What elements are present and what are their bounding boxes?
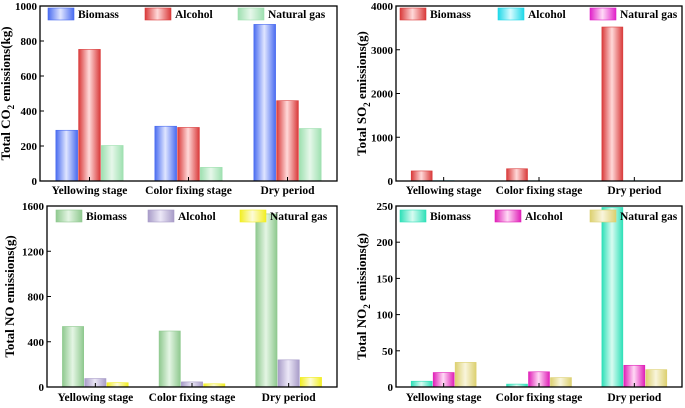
bar-alcohol-2 [177, 127, 200, 182]
bar-biomass-1 [62, 326, 85, 388]
legend-swatch [589, 209, 617, 223]
bar-natural-gas-3 [645, 369, 668, 388]
bar-alcohol-3 [277, 359, 300, 388]
y-tick-label: 0 [388, 176, 394, 188]
bar-alcohol-3 [276, 100, 299, 182]
bar-alcohol-1 [78, 49, 101, 182]
bar-biomass-2 [506, 168, 528, 182]
y-tick-label: 100 [377, 310, 394, 322]
y-tick-label: 250 [377, 201, 394, 213]
x-tick-label: Color fixing stage [145, 185, 232, 197]
y-tick-label: 400 [28, 337, 45, 349]
y-tick-label: 0 [39, 382, 45, 394]
x-tick-label: Dry period [607, 392, 662, 404]
bar-natural-gas-2 [200, 167, 223, 182]
legend-swatch [147, 209, 175, 223]
y-tick-label: 0 [388, 382, 394, 394]
y-tick-label: 0 [32, 176, 38, 188]
x-tick-label: Yellowing stage [57, 392, 133, 404]
x-tick-label: Color fixing stage [149, 392, 236, 404]
x-tick-label: Color fixing stage [496, 185, 583, 197]
legend-swatch [55, 209, 83, 223]
y-tick-label: 1000 [371, 132, 394, 144]
y-axis-label: Total SO2 emissions(g) [354, 31, 372, 156]
y-tick-label: 3000 [371, 45, 394, 57]
legend-label: Alcohol [178, 211, 216, 223]
y-tick-label: 200 [377, 237, 394, 249]
legend-label: Alcohol [175, 9, 213, 21]
axes-frame [395, 205, 683, 388]
y-tick-label: 4000 [371, 1, 394, 13]
x-tick-label: Dry period [607, 185, 662, 197]
legend-swatch [399, 209, 427, 223]
y-tick-label: 200 [21, 141, 38, 153]
bar-biomass-1 [55, 129, 78, 182]
legend-label: Alcohol [528, 9, 566, 21]
legend-label: Natural gas [620, 9, 678, 21]
legend-label: Biomass [78, 9, 119, 21]
legend-swatch [399, 7, 427, 21]
legend-swatch [497, 7, 525, 21]
y-axis-label: Total NO emissions(g) [2, 235, 17, 357]
y-tick-label: 800 [21, 36, 38, 48]
y-tick-label: 2000 [371, 89, 394, 101]
x-tick-label: Dry period [262, 392, 317, 404]
y-tick-label: 1000 [15, 1, 38, 13]
bar-natural-gas-1 [454, 362, 477, 388]
x-tick-label: Yellowing stage [406, 185, 482, 197]
legend-label: Natural gas [620, 211, 678, 223]
y-tick-label: 150 [377, 273, 394, 285]
bar-natural-gas-3 [299, 377, 322, 388]
legend-label: Alcohol [525, 211, 563, 223]
y-axis-label: Total NO2 emissions(g) [354, 233, 372, 360]
legend-swatch [47, 7, 75, 21]
legend-label: Biomass [86, 211, 127, 223]
x-tick-label: Color fixing stage [496, 392, 583, 404]
x-tick-label: Dry period [261, 185, 316, 197]
y-tick-label: 800 [28, 292, 45, 304]
x-tick-label: Yellowing stage [52, 185, 128, 197]
bar-biomass-3 [601, 207, 624, 388]
bar-biomass-1 [410, 170, 433, 182]
y-tick-label: 400 [21, 106, 38, 118]
y-tick-label: 1600 [22, 201, 45, 213]
legend-label: Natural gas [268, 9, 326, 21]
bar-natural-gas-2 [550, 377, 572, 388]
chart-panel-4: Yellowing stage Color fixing stage Dry per… [354, 201, 683, 404]
chart-panel-2: Yellowing stage Color fixing stage Dry per… [354, 1, 683, 197]
legend-swatch [239, 209, 267, 223]
chart-panel-3: Yellowing stage Color fixing stage Dry per… [2, 201, 338, 404]
y-tick-label: 1200 [22, 246, 45, 258]
legend-swatch [144, 7, 172, 21]
legend-label: Natural gas [270, 211, 328, 223]
legend-swatch [494, 209, 522, 223]
y-axis-label: Total CO2 emissions(kg) [0, 26, 16, 160]
y-tick-label: 600 [21, 71, 38, 83]
axes-frame [395, 5, 683, 182]
bar-natural-gas-3 [299, 128, 322, 182]
bar-biomass-2 [158, 330, 181, 388]
bar-natural-gas-1 [101, 145, 124, 182]
legend-label: Biomass [430, 211, 471, 223]
legend-swatch [589, 7, 617, 21]
bar-biomass-2 [154, 125, 177, 182]
bar-biomass-3 [601, 26, 624, 182]
bar-biomass-3 [253, 24, 276, 182]
chart-panel-1: Yellowing stage Color fixing stage Dry per… [0, 1, 338, 197]
bar-biomass-3 [255, 213, 278, 388]
legend-label: Biomass [430, 9, 471, 21]
y-tick-label: 50 [382, 346, 394, 358]
x-tick-label: Yellowing stage [406, 392, 482, 404]
bar-biomass-1 [410, 380, 433, 388]
legend-swatch [237, 7, 265, 21]
